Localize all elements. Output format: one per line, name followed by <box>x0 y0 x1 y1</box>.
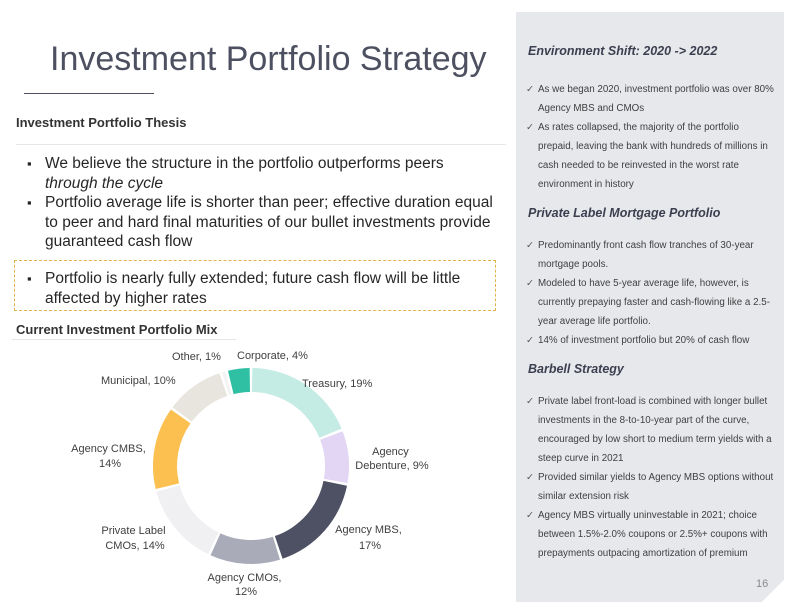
thesis-divider <box>16 144 506 145</box>
donut-slice-municipal <box>172 373 228 422</box>
label-other: Other, 1% <box>172 351 221 363</box>
private-label-item: Modeled to have 5-year average life, how… <box>526 274 774 331</box>
barbell-strategy-list: Private label front-load is combined wit… <box>526 392 774 563</box>
thesis-bullet-1-text: We believe the structure in the portfoli… <box>45 155 444 172</box>
donut-slice-agency-debenture <box>320 431 350 484</box>
private-label-list: Predominantly front cash flow tranches o… <box>526 236 774 350</box>
private-label-item: 14% of investment portfolio but 20% of c… <box>526 331 774 350</box>
thesis-bullet-list: We believe the structure in the portfoli… <box>27 154 497 252</box>
donut-slices <box>153 368 350 564</box>
thesis-bullet-3: Portfolio is nearly fully extended; futu… <box>27 269 487 308</box>
environment-shift-heading: Environment Shift: 2020 -> 2022 <box>528 44 718 58</box>
donut-slice-treasury <box>252 368 342 438</box>
mix-heading: Current Investment Portfolio Mix <box>16 322 218 337</box>
label-agency-debenture: Agency Debenture, 9% <box>355 446 429 472</box>
label-agency-mbs: Agency MBS, 17% <box>335 524 405 552</box>
slide-title: Investment Portfolio Strategy <box>50 40 487 78</box>
label-agency-cmbs: Agency CMBS, 14% <box>71 443 149 470</box>
label-private-label-cmos: Private Label CMOs, 14% <box>101 525 168 552</box>
barbell-strategy-item: Provided similar yields to Agency MBS op… <box>526 468 774 506</box>
page-number: 16 <box>756 578 769 590</box>
donut-slice-other <box>222 371 232 396</box>
thesis-bullet-1: We believe the structure in the portfoli… <box>27 154 497 193</box>
thesis-bullet-1-italic: through the cycle <box>45 174 164 192</box>
environment-shift-item: As we began 2020, investment portfolio w… <box>526 80 774 118</box>
thesis-bullet-2: Portfolio average life is shorter than p… <box>27 193 497 252</box>
donut-slice-agency-cmbs <box>153 409 191 490</box>
highlight-box: Portfolio is nearly fully extended; futu… <box>14 260 496 311</box>
mix-divider <box>12 339 236 340</box>
barbell-strategy-heading: Barbell Strategy <box>528 362 624 376</box>
environment-shift-item: As rates collapsed, the majority of the … <box>526 118 774 194</box>
thesis-heading: Investment Portfolio Thesis <box>16 115 187 130</box>
donut-slice-agency-mbs <box>274 480 347 559</box>
private-label-item: Predominantly front cash flow tranches o… <box>526 236 774 274</box>
donut-slice-agency-cmos <box>210 533 280 564</box>
donut-labels: Treasury, 19% Agency Debenture, 9% Agenc… <box>71 350 429 598</box>
donut-slice-private-label-cmos <box>156 485 219 555</box>
barbell-strategy-item: Agency MBS virtually uninvestable in 202… <box>526 506 774 563</box>
environment-shift-list: As we began 2020, investment portfolio w… <box>526 80 774 194</box>
label-municipal: Municipal, 10% <box>101 375 176 387</box>
title-underline <box>24 93 154 94</box>
private-label-heading: Private Label Mortgage Portfolio <box>528 206 721 220</box>
donut-slice-corporate <box>227 368 250 395</box>
label-agency-cmos: Agency CMOs, 12% <box>207 572 284 598</box>
label-corporate: Corporate, 4% <box>237 350 308 362</box>
page-curl <box>762 580 784 602</box>
label-treasury: Treasury, 19% <box>302 378 373 390</box>
barbell-strategy-item: Private label front-load is combined wit… <box>526 392 774 468</box>
